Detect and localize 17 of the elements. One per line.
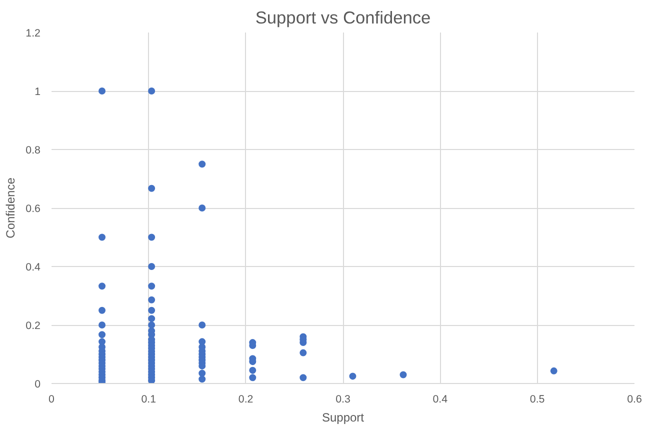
y-tick-label: 0.8 (26, 144, 41, 156)
y-tick-label: 0.6 (26, 203, 41, 215)
y-tick-label: 0.2 (26, 320, 41, 332)
x-axis-title: Support (322, 410, 365, 424)
x-tick-label: 0.3 (336, 394, 350, 406)
y-tick-label: 0.4 (26, 262, 41, 274)
x-tick-label: 0.6 (627, 394, 642, 406)
chart-title: Support vs Confidence (255, 8, 431, 28)
x-tick-label: 0.4 (432, 394, 448, 406)
x-tick-label: 0.2 (238, 394, 254, 406)
y-tick-label: 0 (34, 378, 41, 390)
x-tick-label: 0.1 (141, 394, 156, 406)
y-axis-title: Confidence (4, 177, 18, 238)
y-tick-label: 1.2 (26, 28, 41, 40)
x-tick-label: 0 (48, 394, 55, 406)
y-tick-label: 1 (34, 86, 41, 98)
x-tick-label: 0.5 (530, 394, 545, 406)
